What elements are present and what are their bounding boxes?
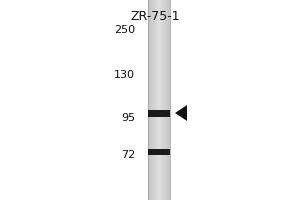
Bar <box>158 0 159 200</box>
Bar <box>152 0 153 200</box>
Bar <box>163 0 164 200</box>
Bar <box>149 0 150 200</box>
Polygon shape <box>175 105 187 121</box>
Bar <box>154 0 155 200</box>
Bar <box>165 0 166 200</box>
Bar <box>166 0 167 200</box>
Text: 130: 130 <box>114 70 135 80</box>
Bar <box>162 0 163 200</box>
Bar <box>169 0 170 200</box>
Bar <box>148 149 170 155</box>
Bar <box>148 110 170 116</box>
Bar <box>153 0 154 200</box>
Bar <box>167 0 168 200</box>
Bar <box>148 0 149 200</box>
Bar <box>168 0 169 200</box>
Text: 72: 72 <box>121 150 135 160</box>
Bar <box>154 0 155 200</box>
Bar <box>150 0 151 200</box>
Bar <box>159 0 160 200</box>
Bar <box>155 0 156 200</box>
Bar <box>157 0 158 200</box>
Bar <box>157 0 158 200</box>
Text: ZR-75-1: ZR-75-1 <box>130 10 180 23</box>
Bar <box>161 0 162 200</box>
Bar <box>164 0 165 200</box>
Text: 250: 250 <box>114 25 135 35</box>
Bar <box>160 0 161 200</box>
Text: 95: 95 <box>121 113 135 123</box>
Bar <box>151 0 152 200</box>
Bar <box>156 0 157 200</box>
